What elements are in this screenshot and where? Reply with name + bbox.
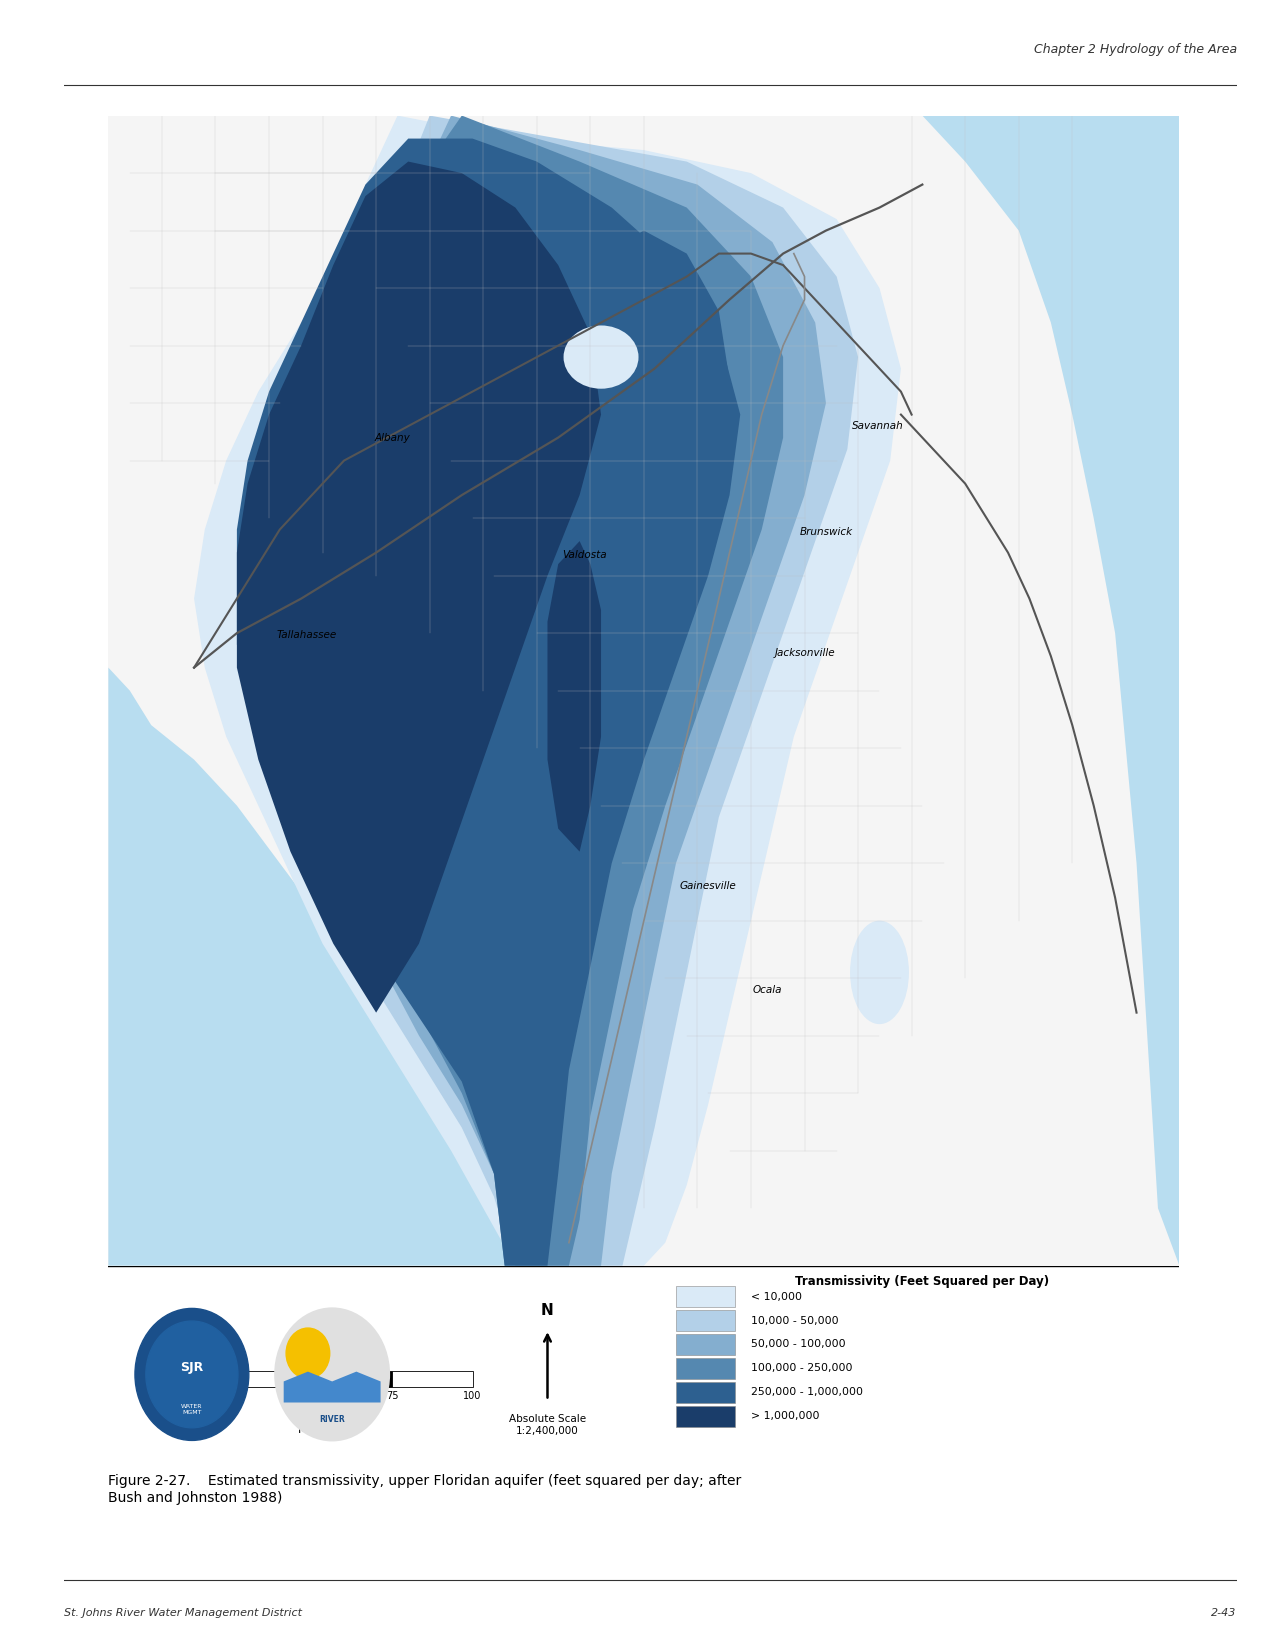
Text: SJR: SJR (180, 1360, 204, 1374)
Polygon shape (269, 116, 783, 1266)
Circle shape (275, 1309, 389, 1440)
Text: 75: 75 (386, 1392, 399, 1402)
Polygon shape (922, 116, 1179, 1266)
Polygon shape (194, 116, 901, 1266)
Text: Chapter 2 Hydrology of the Area: Chapter 2 Hydrology of the Area (1034, 43, 1237, 56)
Text: Savannah: Savannah (852, 421, 903, 431)
Text: Ocala: Ocala (752, 984, 782, 994)
Polygon shape (547, 542, 601, 852)
Text: > 1,000,000: > 1,000,000 (751, 1412, 820, 1422)
Polygon shape (237, 139, 741, 1266)
Bar (676, 1359, 734, 1379)
Bar (676, 1407, 734, 1426)
Ellipse shape (850, 921, 909, 1024)
Polygon shape (558, 231, 729, 542)
Text: Jacksonville: Jacksonville (774, 647, 835, 657)
Polygon shape (237, 116, 858, 1266)
Bar (232, 1370, 312, 1387)
Polygon shape (108, 667, 537, 1266)
Bar (676, 1334, 734, 1355)
Text: 50,000 - 100,000: 50,000 - 100,000 (751, 1339, 845, 1349)
Text: 100: 100 (463, 1392, 482, 1402)
Text: Brunswick: Brunswick (799, 527, 853, 537)
Bar (152, 1370, 232, 1387)
Text: Gainesville: Gainesville (680, 882, 737, 892)
Text: Albany: Albany (375, 433, 411, 442)
Text: Valdosta: Valdosta (562, 550, 607, 560)
Text: 2-43: 2-43 (1211, 1608, 1237, 1618)
Text: St. Johns River Water Management District: St. Johns River Water Management Distric… (64, 1608, 302, 1618)
Text: Tallahassee: Tallahassee (277, 631, 337, 641)
Text: 0: 0 (148, 1392, 154, 1402)
Circle shape (145, 1321, 238, 1428)
Text: N: N (541, 1303, 553, 1317)
Text: Absolute Scale
1:2,400,000: Absolute Scale 1:2,400,000 (509, 1413, 586, 1436)
Text: 100,000 - 250,000: 100,000 - 250,000 (751, 1364, 853, 1374)
Bar (676, 1286, 734, 1308)
Bar (676, 1311, 734, 1331)
Ellipse shape (564, 325, 639, 388)
Polygon shape (108, 116, 1179, 1266)
Bar (312, 1370, 393, 1387)
Circle shape (286, 1327, 330, 1379)
Text: RIVER: RIVER (319, 1415, 346, 1423)
Polygon shape (537, 357, 580, 507)
Text: 10,000 - 50,000: 10,000 - 50,000 (751, 1316, 839, 1326)
Text: WATER
MGMT: WATER MGMT (181, 1403, 203, 1415)
Bar (393, 1370, 473, 1387)
Text: < 10,000: < 10,000 (751, 1291, 802, 1301)
Bar (676, 1382, 734, 1403)
Polygon shape (259, 116, 826, 1266)
Text: 25: 25 (226, 1392, 238, 1402)
Text: 50: 50 (306, 1392, 317, 1402)
Text: Transmissivity (Feet Squared per Day): Transmissivity (Feet Squared per Day) (796, 1275, 1049, 1288)
Polygon shape (284, 1372, 380, 1402)
Polygon shape (237, 162, 601, 1012)
Text: Figure 2-27.    Estimated transmissivity, upper Floridan aquifer (feet squared p: Figure 2-27. Estimated transmissivity, u… (108, 1474, 742, 1504)
Text: Miles: Miles (297, 1425, 326, 1435)
Circle shape (135, 1309, 249, 1440)
Text: 250,000 - 1,000,000: 250,000 - 1,000,000 (751, 1387, 863, 1397)
